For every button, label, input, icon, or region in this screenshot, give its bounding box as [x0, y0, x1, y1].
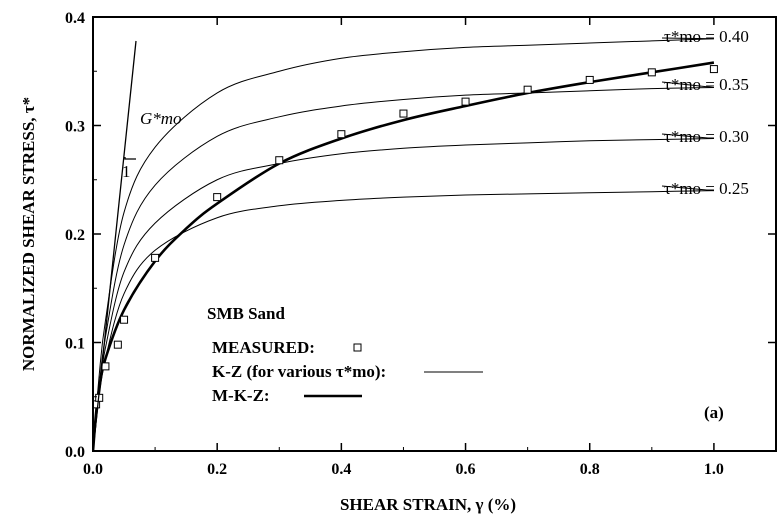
measured-point — [113, 340, 122, 349]
legend-mkz: M-K-Z: — [212, 386, 270, 405]
legend-title: SMB Sand — [207, 304, 285, 323]
y-tick-label: 0.1 — [65, 336, 85, 353]
panel-label: (a) — [704, 403, 724, 422]
curves-layer — [93, 37, 715, 451]
y-tick-label: 0.0 — [65, 444, 85, 461]
y-tick-label: 0.3 — [65, 119, 85, 136]
x-tick-label: 0.0 — [83, 461, 103, 478]
measured-point — [120, 315, 129, 324]
kz-leader-0 — [661, 37, 714, 40]
kz-label-035: τ*mo = 0.35 — [664, 75, 749, 94]
axes-layer: 0.0 0.2 0.4 0.6 0.8 1.0 0.0 0.1 0.2 0.3 0.4 — [65, 10, 777, 478]
legend-measured-marker — [353, 343, 362, 352]
slope-line — [92, 40, 137, 452]
markers-layer — [92, 65, 718, 409]
kz-label-030: τ*mo = 0.30 — [664, 127, 749, 146]
kz-curve-04 — [93, 38, 714, 451]
x-tick-label: 1.0 — [704, 461, 724, 478]
kz-label-025: τ*mo = 0.25 — [664, 179, 749, 198]
slope-annotation: G*mo 1 — [92, 40, 182, 452]
y-tick-label: 0.2 — [65, 227, 85, 244]
x-tick-label: 0.6 — [456, 461, 476, 478]
measured-point — [461, 97, 470, 106]
slope-triangle — [124, 157, 136, 160]
measured-point — [151, 253, 160, 262]
measured-point — [337, 130, 346, 139]
kz-leader-2 — [661, 133, 714, 140]
x-tick-label: 0.4 — [331, 461, 351, 478]
kz-label-040: τ*mo = 0.40 — [664, 27, 749, 46]
x-axis-label: SHEAR STRAIN, γ (%) — [340, 495, 516, 514]
legend: SMB Sand MEASURED: K-Z (for various τ*mo… — [207, 304, 483, 405]
curve-labels: τ*mo = 0.40 τ*mo = 0.35 τ*mo = 0.30 τ*mo… — [664, 27, 749, 198]
measured-point — [709, 65, 718, 74]
kz-curve-03 — [93, 138, 714, 451]
slope-run-label: 1 — [122, 162, 131, 181]
kz-leader-3 — [661, 185, 714, 192]
y-axis-label: NORMALIZED SHEAR STRESS, τ* — [19, 97, 38, 371]
slope-label: G*mo — [140, 109, 182, 128]
kz-curve-035 — [93, 87, 714, 451]
measured-point — [523, 85, 532, 94]
x-tick-label: 0.8 — [580, 461, 600, 478]
measured-point — [275, 156, 284, 165]
legend-kz: K-Z (for various τ*mo): — [212, 362, 386, 381]
measured-point — [399, 109, 408, 118]
measured-point — [101, 362, 110, 371]
slope-label-text: G*mo — [140, 109, 182, 128]
measured-point — [213, 193, 222, 202]
x-tick-label: 0.2 — [207, 461, 227, 478]
legend-measured: MEASURED: — [212, 338, 315, 357]
y-tick-label: 0.4 — [65, 10, 85, 27]
kz-leader-1 — [661, 81, 714, 89]
measured-point — [647, 68, 656, 77]
mkz-curve — [93, 61, 715, 451]
measured-point — [585, 75, 594, 84]
